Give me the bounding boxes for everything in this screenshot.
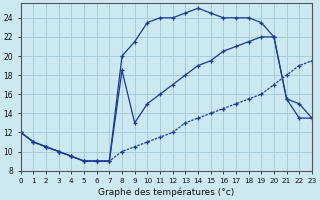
X-axis label: Graphe des températures (°c): Graphe des températures (°c) [98, 187, 235, 197]
